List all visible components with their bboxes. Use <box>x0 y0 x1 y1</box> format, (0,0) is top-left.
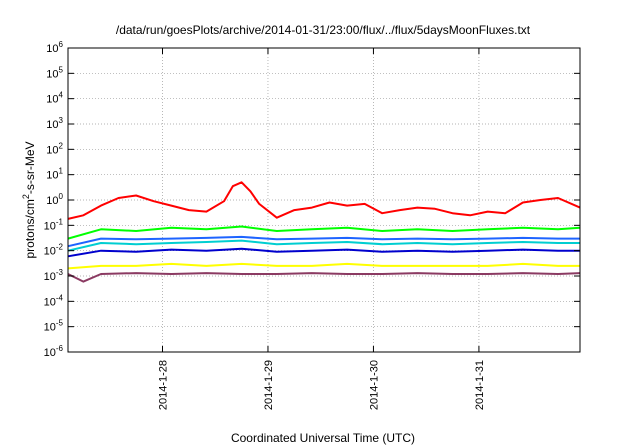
axis-ticks <box>68 47 580 353</box>
series-line-2 <box>67 225 581 240</box>
grid-lines <box>68 48 580 352</box>
series-line-4 <box>67 235 580 248</box>
y-tick-label: 106 <box>46 40 63 55</box>
y-tick-label: 105 <box>46 65 63 80</box>
y-tick-label: 101 <box>46 167 63 182</box>
x-axis-label: Coordinated Universal Time (UTC) <box>231 431 415 445</box>
y-tick-label: 104 <box>46 91 63 106</box>
y-axis-label: protons/cm2-s-sr-MeV <box>21 141 37 258</box>
series-line-5 <box>67 247 580 258</box>
y-tick-label: 10-4 <box>44 293 64 308</box>
x-tick-label: 2014-1-28 <box>157 360 169 410</box>
y-tick-label: 10-6 <box>44 344 64 359</box>
series-line-6 <box>67 262 580 270</box>
x-tick-label: 2014-1-30 <box>368 360 380 410</box>
series-line-1 <box>67 181 581 220</box>
y-tick-label: 10-2 <box>44 243 64 258</box>
x-tick-label: 2014-1-31 <box>474 360 486 410</box>
y-tick-label: 103 <box>46 116 63 131</box>
y-tick-labels: 10-6 10-5 10-4 10-3 10-2 10-1 100 101 102 103 104 1… <box>44 40 64 359</box>
y-tick-label: 100 <box>46 192 63 207</box>
y-tick-label: 10-3 <box>44 268 64 283</box>
x-tick-labels: 2014-1-28 2014-1-29 2014-1-30 2014-1-31 <box>157 360 485 410</box>
data-series <box>67 181 581 283</box>
y-tick-label: 10-5 <box>44 319 64 334</box>
x-tick-label: 2014-1-29 <box>263 360 275 410</box>
series-line-3 <box>67 239 580 252</box>
chart-title: /data/run/goesPlots/archive/2014-01-31/2… <box>116 23 531 37</box>
series-line-7 <box>67 272 581 283</box>
y-tick-label: 102 <box>46 141 63 156</box>
y-tick-label: 10-1 <box>44 217 64 232</box>
